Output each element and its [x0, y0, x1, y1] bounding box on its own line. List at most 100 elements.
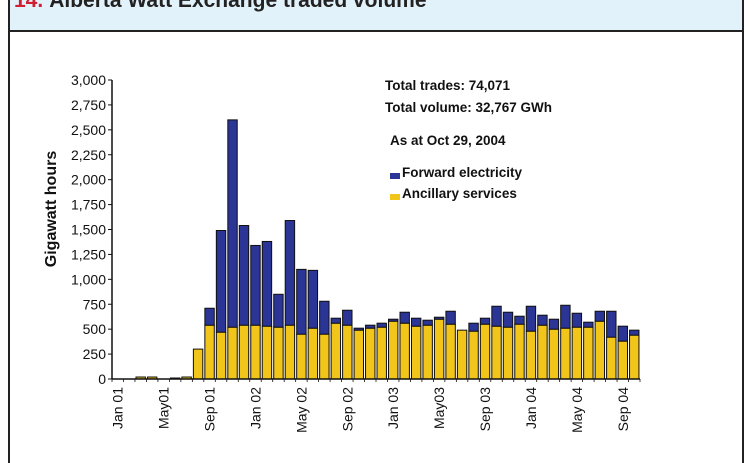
bar-forward-electricity [571, 312, 583, 328]
axes-group: 0 250 500 750 1,000 1,250 1,500 1,750 2,000 2,250… [71, 72, 641, 433]
bar-ancillary-services [571, 326, 583, 380]
bar-forward-electricity [227, 119, 238, 328]
annotation-as-at-date: As at Oct 29, 2004 [390, 133, 506, 148]
y-tick-label: 1,000 [71, 271, 106, 287]
bar-ancillary-services [548, 328, 560, 380]
bar-ancillary-services [376, 326, 387, 380]
bar-forward-electricity [560, 304, 571, 329]
bar-forward-electricity [629, 329, 640, 336]
bar-chart: 0 250 500 750 1,000 1,250 1,500 1,750 2,000 2,250… [43, 72, 641, 433]
bar-ancillary-services [227, 326, 238, 380]
bar-ancillary-services [606, 336, 617, 380]
bar-forward-electricity [330, 317, 342, 324]
chart-frame: 0 250 500 750 1,000 1,250 1,500 1,750 2,000 2,250… [8, 32, 744, 463]
x-tick-label: Jan 01 [110, 387, 126, 429]
bar-ancillary-services [445, 323, 456, 380]
bar-ancillary-services [365, 327, 376, 380]
x-tick-label: Jan 03 [385, 387, 401, 429]
x-tick-label: May01 [156, 387, 172, 429]
figure-title-text: Alberta Watt Exchange traded volume [49, 0, 427, 12]
figure-header: 14. Alberta Watt Exchange traded volume [8, 0, 744, 32]
bar-forward-electricity [365, 324, 376, 329]
bar-forward-electricity [284, 220, 296, 326]
bar-forward-electricity [422, 319, 433, 326]
bar-forward-electricity [215, 230, 227, 333]
bar-ancillary-services [388, 320, 399, 380]
bar-ancillary-services [284, 324, 296, 380]
x-tick-label: May 04 [569, 387, 585, 433]
y-tick-label: 2,250 [71, 147, 106, 163]
bar-forward-electricity [537, 314, 548, 326]
y-tick-label: 1,250 [71, 246, 106, 262]
bar-forward-electricity [342, 309, 353, 326]
y-tick-label: 2,750 [71, 97, 106, 113]
bar-forward-electricity [238, 225, 250, 326]
bar-ancillary-services [250, 324, 261, 380]
bar-ancillary-services [330, 322, 342, 380]
bar-ancillary-services [456, 329, 468, 380]
bar-ancillary-services [410, 325, 422, 380]
bar-forward-electricity [479, 317, 491, 325]
bar-ancillary-services [468, 330, 479, 380]
bar-ancillary-services [491, 325, 502, 380]
bar-forward-electricity [376, 322, 387, 328]
bar-forward-electricity [583, 321, 594, 328]
bar-ancillary-services [537, 324, 548, 380]
legend-label-ancillary-services: Ancillary services [402, 186, 517, 201]
bar-ancillary-services [502, 326, 514, 380]
bar-ancillary-services [192, 348, 204, 380]
bar-forward-electricity [296, 268, 307, 335]
x-tick-label: Jan 04 [523, 387, 539, 429]
x-tick-label: May03 [431, 387, 447, 429]
bar-forward-electricity [204, 307, 215, 326]
y-tick-label: 3,000 [71, 72, 106, 88]
bar-forward-electricity [353, 327, 364, 331]
bar-forward-electricity [548, 318, 560, 330]
legend-swatch-ancillary-services [390, 194, 400, 200]
x-tick-label: May 02 [293, 387, 309, 433]
bar-ancillary-services [560, 327, 571, 380]
bar-forward-electricity [319, 300, 330, 335]
x-tick-label: Sep 02 [339, 387, 355, 432]
x-tick-label: Sep 03 [477, 387, 493, 432]
bar-forward-electricity [445, 310, 456, 325]
bar-ancillary-services [319, 333, 330, 380]
figure-title: 14. Alberta Watt Exchange traded volume [14, 0, 427, 13]
bar-ancillary-services [307, 327, 319, 380]
bar-ancillary-services [583, 326, 594, 380]
bars-group [135, 119, 640, 380]
bar-forward-electricity [468, 322, 479, 332]
legend-label-forward-electricity: Forward electricity [402, 165, 523, 180]
annotation-group: Total trades: 74,071 Total volume: 32,76… [385, 78, 552, 148]
x-tick-label: Sep 04 [615, 387, 631, 432]
x-tick-label: Jan 02 [247, 387, 263, 429]
y-tick-label: 1,500 [71, 222, 106, 238]
bar-ancillary-services [296, 333, 307, 380]
bar-forward-electricity [261, 240, 273, 327]
bar-forward-electricity [514, 315, 525, 325]
bar-forward-electricity [399, 311, 410, 324]
bar-ancillary-services [353, 329, 364, 380]
y-tick-label: 250 [83, 346, 107, 362]
bar-forward-electricity [617, 325, 628, 342]
bar-forward-electricity [491, 305, 502, 327]
y-tick-label: 1,750 [71, 197, 106, 213]
bar-ancillary-services [399, 322, 410, 380]
bar-ancillary-services [204, 324, 215, 380]
bar-ancillary-services [514, 323, 525, 380]
legend-swatch-forward-electricity [390, 173, 400, 179]
bar-ancillary-services [617, 340, 628, 380]
bar-ancillary-services [594, 320, 606, 380]
bar-forward-electricity [388, 318, 399, 322]
bar-forward-electricity [606, 310, 617, 338]
bar-ancillary-services [629, 334, 640, 380]
bar-forward-electricity [410, 317, 422, 327]
bar-ancillary-services [215, 331, 227, 380]
bar-forward-electricity [433, 316, 445, 320]
annotation-total-volume: Total volume: 32,767 GWh [385, 100, 552, 115]
bar-ancillary-services [479, 323, 491, 380]
bar-ancillary-services [238, 324, 250, 380]
bar-forward-electricity [273, 293, 284, 328]
bar-forward-electricity [307, 269, 319, 329]
figure-number: 14. [14, 0, 44, 12]
